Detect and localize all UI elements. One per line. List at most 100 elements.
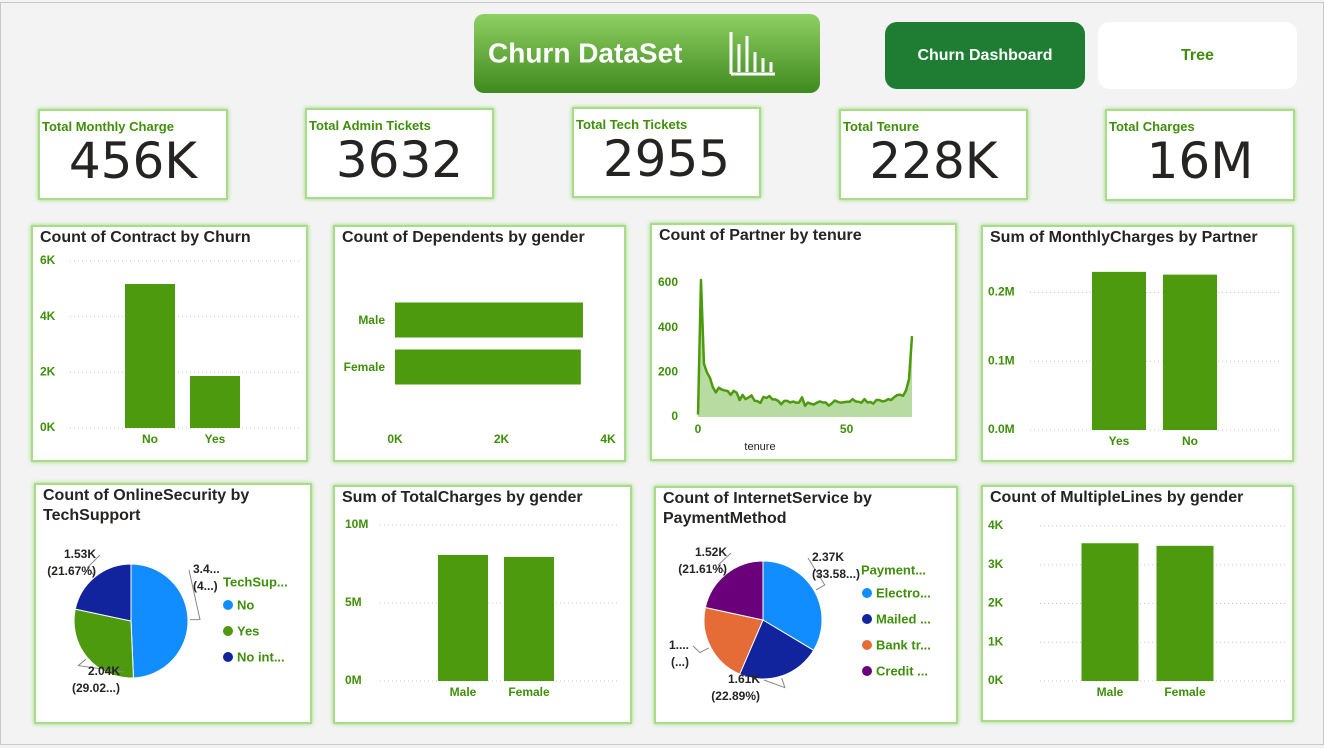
y-tick-label: 5M <box>345 595 362 609</box>
chart-title: Count of Dependents by gender <box>342 229 585 246</box>
y-tick-label: 4K <box>988 518 1004 532</box>
bar <box>1163 274 1217 430</box>
bar <box>395 302 583 338</box>
data-label: (21.61%) <box>678 562 727 576</box>
leader-line <box>807 557 826 591</box>
y-tick-label: Female <box>344 360 386 374</box>
leader-line <box>188 569 201 621</box>
x-tick-label: Yes <box>205 432 226 446</box>
leader-line <box>717 552 732 573</box>
data-label: (22.89%) <box>711 689 760 703</box>
kpi-label: Total Tenure <box>843 119 920 134</box>
y-tick-label: 6K <box>40 253 56 267</box>
y-tick-label: 4K <box>40 309 56 323</box>
legend-label: Mailed ... <box>876 611 931 626</box>
bar <box>190 375 240 428</box>
bar <box>1081 543 1139 681</box>
line <box>696 278 914 415</box>
pie-slice <box>762 560 823 651</box>
legend-label: No int... <box>237 649 285 664</box>
bar <box>1092 271 1146 430</box>
chart-title: Sum of MonthlyCharges by Partner <box>990 229 1258 246</box>
x-tick-label: 50 <box>840 422 854 436</box>
pie-slice <box>73 608 134 679</box>
data-label: 1.... <box>669 638 689 652</box>
data-label: 2.37K <box>812 550 844 564</box>
data-label: (21.67%) <box>47 564 96 578</box>
pie-slice <box>703 606 764 675</box>
data-label: (33.58...) <box>812 567 860 581</box>
kpi-value: 16M <box>1146 132 1254 190</box>
pie-slice <box>739 619 815 680</box>
x-tick-label: 4K <box>600 432 616 446</box>
bar <box>504 556 554 681</box>
chart-title: Count of Partner by tenure <box>659 227 862 244</box>
y-tick-label: 600 <box>658 275 678 289</box>
y-tick-label: 0M <box>345 673 362 687</box>
kpi-card <box>1105 109 1295 201</box>
legend-title: TechSup... <box>223 574 288 589</box>
legend-title: Payment... <box>861 562 926 577</box>
leader-line <box>763 677 786 689</box>
header-icon <box>729 32 775 76</box>
y-tick-label: 200 <box>658 364 678 378</box>
y-tick-label: 0.1M <box>988 353 1015 367</box>
chart-panel <box>333 225 626 462</box>
data-label: 1.61K <box>728 672 760 686</box>
x-tick-label: Yes <box>1109 434 1130 448</box>
x-tick-label: 0 <box>695 422 702 436</box>
kpi-label: Total Admin Tickets <box>309 118 431 133</box>
chart-title: Count of InternetService by PaymentMetho… <box>663 490 872 527</box>
kpi-value: 2955 <box>602 130 731 188</box>
pie-slice <box>130 563 189 679</box>
pie-slice <box>704 560 764 621</box>
header-title: Churn DataSet <box>488 37 682 68</box>
bar <box>125 283 175 428</box>
legend-label: Electro... <box>876 585 931 600</box>
legend-marker <box>862 640 872 650</box>
kpi-card <box>38 109 228 200</box>
x-tick-label: Female <box>1164 685 1206 699</box>
y-tick-label: 10M <box>345 517 368 531</box>
bar <box>438 554 488 681</box>
legend-marker <box>223 600 233 610</box>
pie-slice <box>74 563 132 622</box>
kpi-label: Total Monthly Charge <box>42 119 174 134</box>
y-tick-label: 2K <box>988 596 1004 610</box>
data-label: 1.52K <box>695 545 727 559</box>
leader-line <box>86 554 101 576</box>
legend-label: No <box>237 597 254 612</box>
y-tick-label: 400 <box>658 320 678 334</box>
area <box>698 280 912 417</box>
chart-title: Count of OnlineSecurity by TechSupport <box>43 487 250 524</box>
y-tick-label: 2K <box>40 365 56 379</box>
x-tick-label: 0K <box>387 432 403 446</box>
legend-label: Yes <box>237 623 259 638</box>
bar <box>395 349 581 385</box>
y-tick-label: 1K <box>988 634 1004 648</box>
nav-button[interactable]: Churn Dashboard <box>885 22 1085 89</box>
data-label: 2.04K <box>88 664 120 678</box>
y-tick-label: 3K <box>988 557 1004 571</box>
chart-title: Sum of TotalCharges by gender <box>342 489 583 506</box>
data-label: (...) <box>671 655 689 669</box>
leader-line <box>692 645 710 654</box>
kpi-value: 228K <box>869 132 998 190</box>
kpi-value: 456K <box>68 132 198 190</box>
x-tick-label: No <box>142 432 158 446</box>
y-tick-label: Male <box>358 313 385 327</box>
legend-marker <box>223 652 233 662</box>
bar <box>1156 545 1214 681</box>
kpi-card <box>305 108 494 199</box>
x-tick-label: Female <box>508 685 550 699</box>
legend-marker <box>862 614 872 624</box>
kpi-label: Total Charges <box>1109 119 1195 134</box>
nav-button[interactable]: Tree <box>1098 22 1297 89</box>
y-tick-label: 0K <box>40 420 56 434</box>
leader-line <box>77 658 125 673</box>
kpi-card <box>572 107 761 198</box>
chart-title: Count of MultipleLines by gender <box>990 489 1244 506</box>
data-label: (4...) <box>193 579 218 593</box>
